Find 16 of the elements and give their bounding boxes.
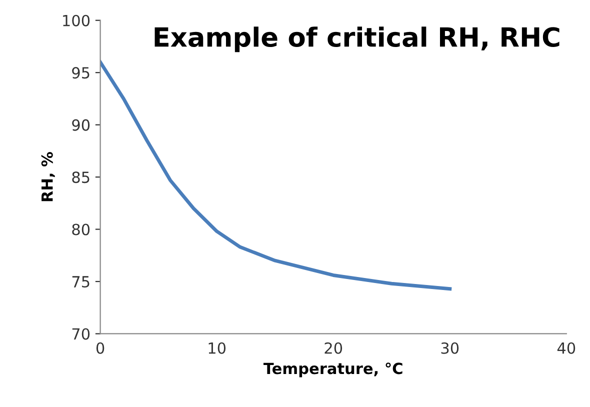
x-axis-title: Temperature, °C [263,362,402,378]
line-series [100,60,452,291]
y-tick-label: 80 [72,224,90,236]
y-tick-label: 95 [72,67,90,79]
y-tick-label: 75 [72,276,90,288]
x-tick-label: 30 [441,342,459,354]
x-tick-label: 40 [557,342,576,354]
y-axis-title: RH, % [41,152,55,202]
chart-title: Example of critical RH, RHC [154,26,560,52]
y-tick-label: 100 [63,14,90,26]
x-tick-label: 10 [208,342,226,354]
x-tick-label: 0 [96,342,104,354]
y-tick-label: 85 [72,172,90,184]
x-tick-label: 20 [324,342,342,354]
y-tick-label: 90 [72,119,90,131]
y-tick-label: 70 [72,328,90,340]
